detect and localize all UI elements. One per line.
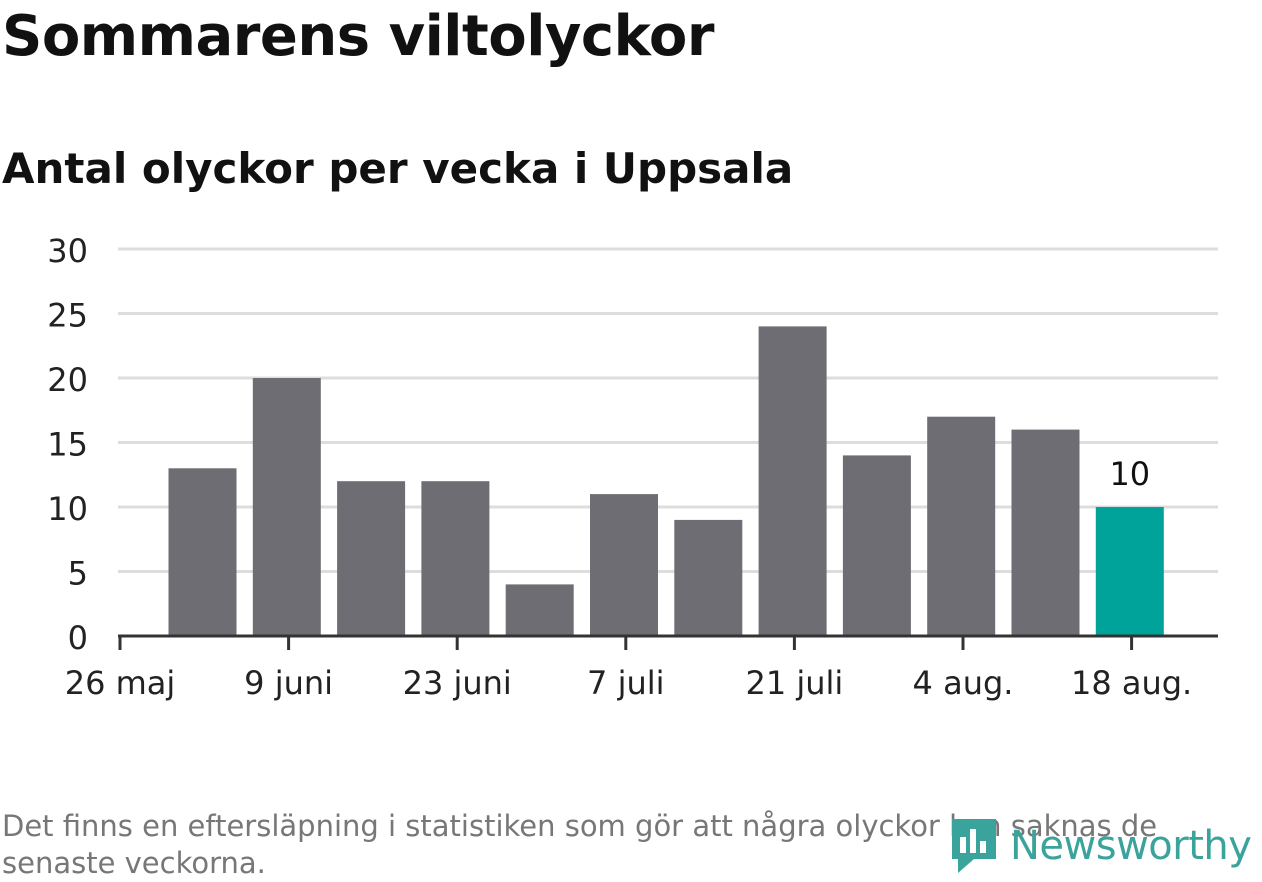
bar[interactable] (758, 326, 827, 636)
bar[interactable] (421, 481, 490, 636)
data-label: 10 (1109, 455, 1150, 493)
bar[interactable] (252, 378, 321, 636)
bar[interactable] (842, 455, 911, 636)
bar[interactable] (590, 494, 658, 636)
y-tick-label: 5 (68, 555, 88, 593)
y-axis-ticks: 0 5 10 15 20 25 30 (47, 232, 88, 657)
y-tick-label: 15 (47, 426, 88, 464)
bar[interactable] (337, 481, 406, 636)
y-tick-label: 0 (68, 619, 88, 657)
data-labels: 10 (1109, 455, 1150, 493)
x-tick-label: 9 juni (244, 664, 333, 702)
newsworthy-logo-icon (952, 819, 996, 873)
bar[interactable] (927, 416, 996, 636)
bar[interactable] (1011, 429, 1080, 636)
x-tick-label: 7 juli (587, 664, 664, 702)
x-tick-label: 21 juli (745, 664, 843, 702)
x-tick-label: 23 juni (403, 664, 512, 702)
x-tick-label: 18 aug. (1071, 664, 1192, 702)
newsworthy-logo: Newsworthy (948, 812, 1252, 880)
bar[interactable] (1095, 507, 1164, 636)
newsworthy-logo-text: Newsworthy (1010, 823, 1252, 869)
x-axis-ticks: 26 maj 9 juni 23 juni 7 juli 21 juli 4 aug. 18… (65, 636, 1192, 702)
y-tick-label: 10 (47, 490, 88, 528)
bar[interactable] (505, 584, 574, 636)
chart-title: Sommarens viltolyckor (2, 4, 714, 69)
bars (168, 326, 1164, 636)
y-tick-label: 30 (47, 232, 88, 270)
bar[interactable] (674, 519, 743, 636)
x-tick-label: 4 aug. (913, 664, 1014, 702)
chart-subtitle: Antal olyckor per vecka i Uppsala (2, 144, 794, 193)
y-tick-label: 25 (47, 297, 88, 335)
bar[interactable] (168, 468, 237, 636)
bar-chart: 0 5 10 15 20 25 30 26 maj 9 juni 23 juni 7 juli 21… (47, 232, 1218, 702)
x-tick-label: 26 maj (65, 664, 176, 702)
y-tick-label: 20 (47, 361, 88, 399)
